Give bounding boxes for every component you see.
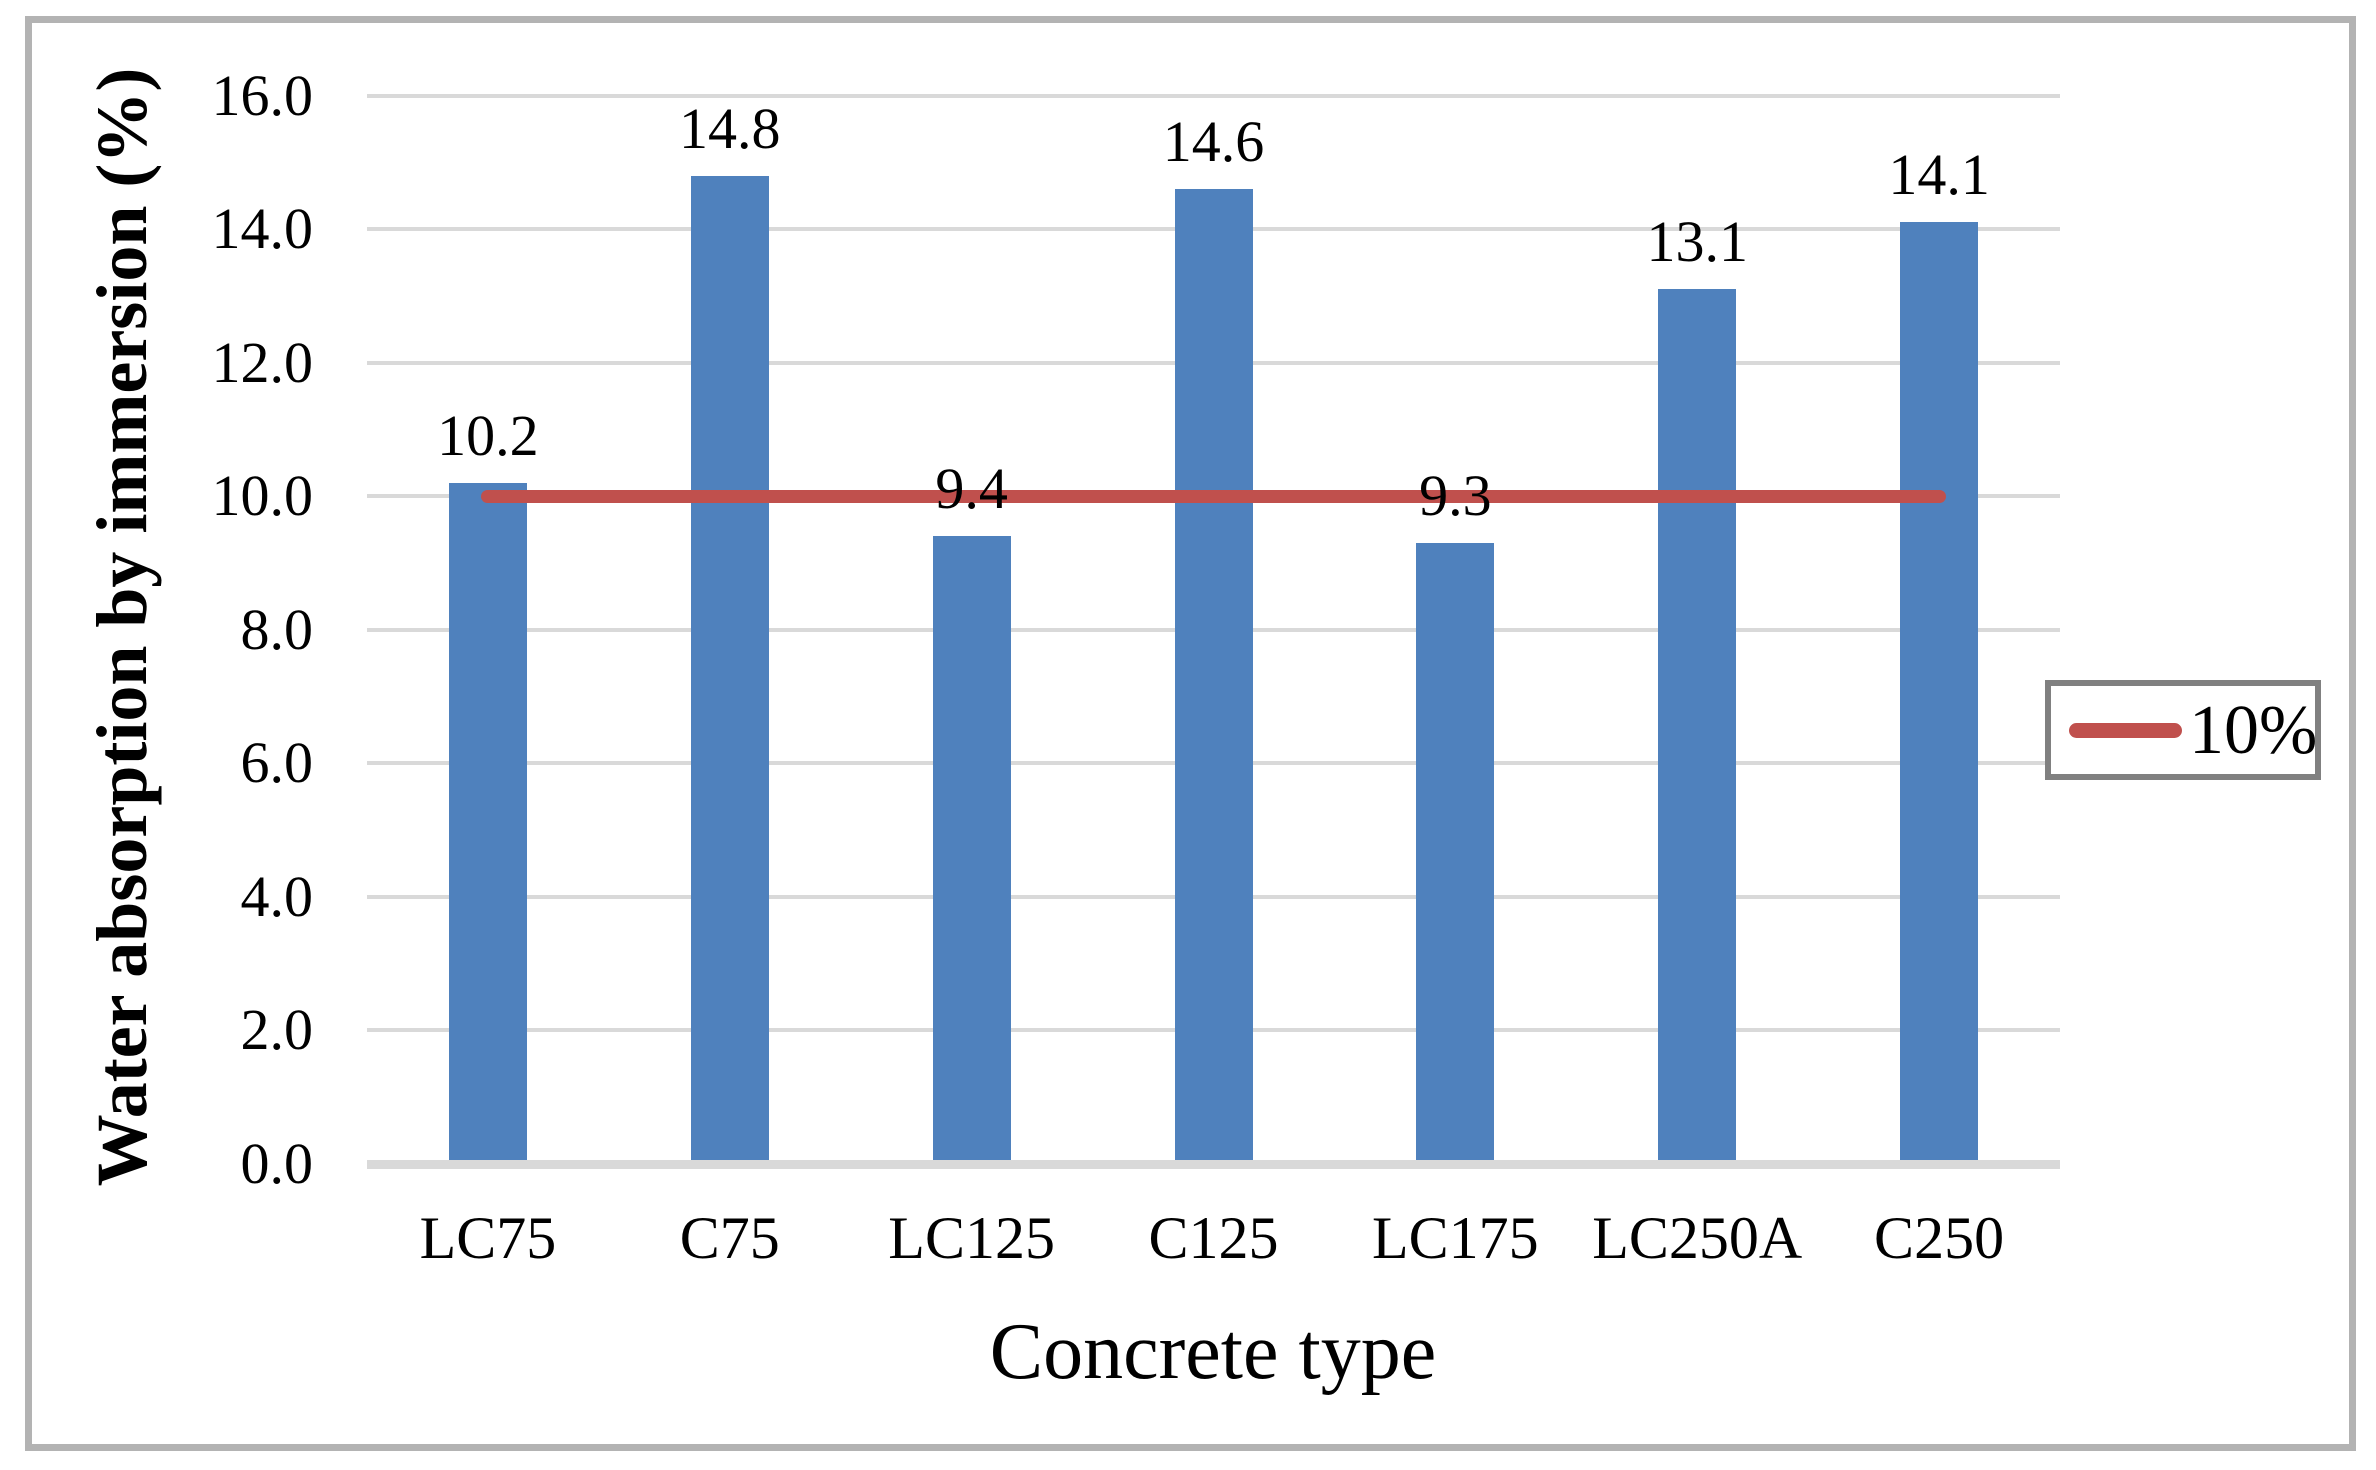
x-category-label: LC175 xyxy=(1372,1205,1539,1271)
data-label: 14.8 xyxy=(679,95,781,161)
legend-line-sample xyxy=(2069,723,2182,738)
x-category-label: C250 xyxy=(1874,1205,2005,1271)
y-tick-label: 0.0 xyxy=(240,1130,314,1196)
bar-LC75 xyxy=(448,482,527,1160)
bar-LC175 xyxy=(1416,542,1495,1160)
y-tick-label: 10.0 xyxy=(211,463,314,528)
y-axis-title: Water absorption by immersion (%) xyxy=(82,67,162,1187)
bar-LC125 xyxy=(932,536,1011,1160)
y-tick-label: 16.0 xyxy=(211,62,314,128)
x-category-label: C75 xyxy=(679,1205,780,1271)
y-tick-label: 14.0 xyxy=(211,196,314,261)
y-tick-label: 2.0 xyxy=(240,997,314,1062)
x-axis-line xyxy=(367,1160,2060,1169)
x-category-label: LC125 xyxy=(888,1205,1055,1271)
bar-LC250A xyxy=(1658,289,1737,1160)
y-tick-label: 8.0 xyxy=(240,596,314,662)
bar-C250 xyxy=(1900,222,1979,1160)
data-label: 13.1 xyxy=(1646,209,1748,275)
x-category-label: C125 xyxy=(1148,1205,1279,1271)
y-tick-label: 12.0 xyxy=(211,329,314,395)
y-tick-label: 4.0 xyxy=(240,863,314,929)
x-category-label: LC250A xyxy=(1592,1205,1803,1271)
data-label: 14.6 xyxy=(1162,108,1265,174)
reference-line xyxy=(481,489,1946,503)
bar-C125 xyxy=(1174,188,1253,1160)
data-label: 9.3 xyxy=(1419,462,1492,528)
legend: 10% xyxy=(2045,680,2321,780)
legend-label: 10% xyxy=(2189,692,2318,769)
data-label: 10.2 xyxy=(437,402,539,468)
bar-C75 xyxy=(690,175,769,1160)
data-label: 14.1 xyxy=(1888,142,1990,208)
x-axis-title: Concrete type xyxy=(989,1308,1437,1396)
data-label: 9.4 xyxy=(935,456,1008,522)
y-tick-label: 6.0 xyxy=(240,730,314,795)
x-category-label: LC75 xyxy=(419,1205,557,1271)
gridline xyxy=(367,93,2060,98)
